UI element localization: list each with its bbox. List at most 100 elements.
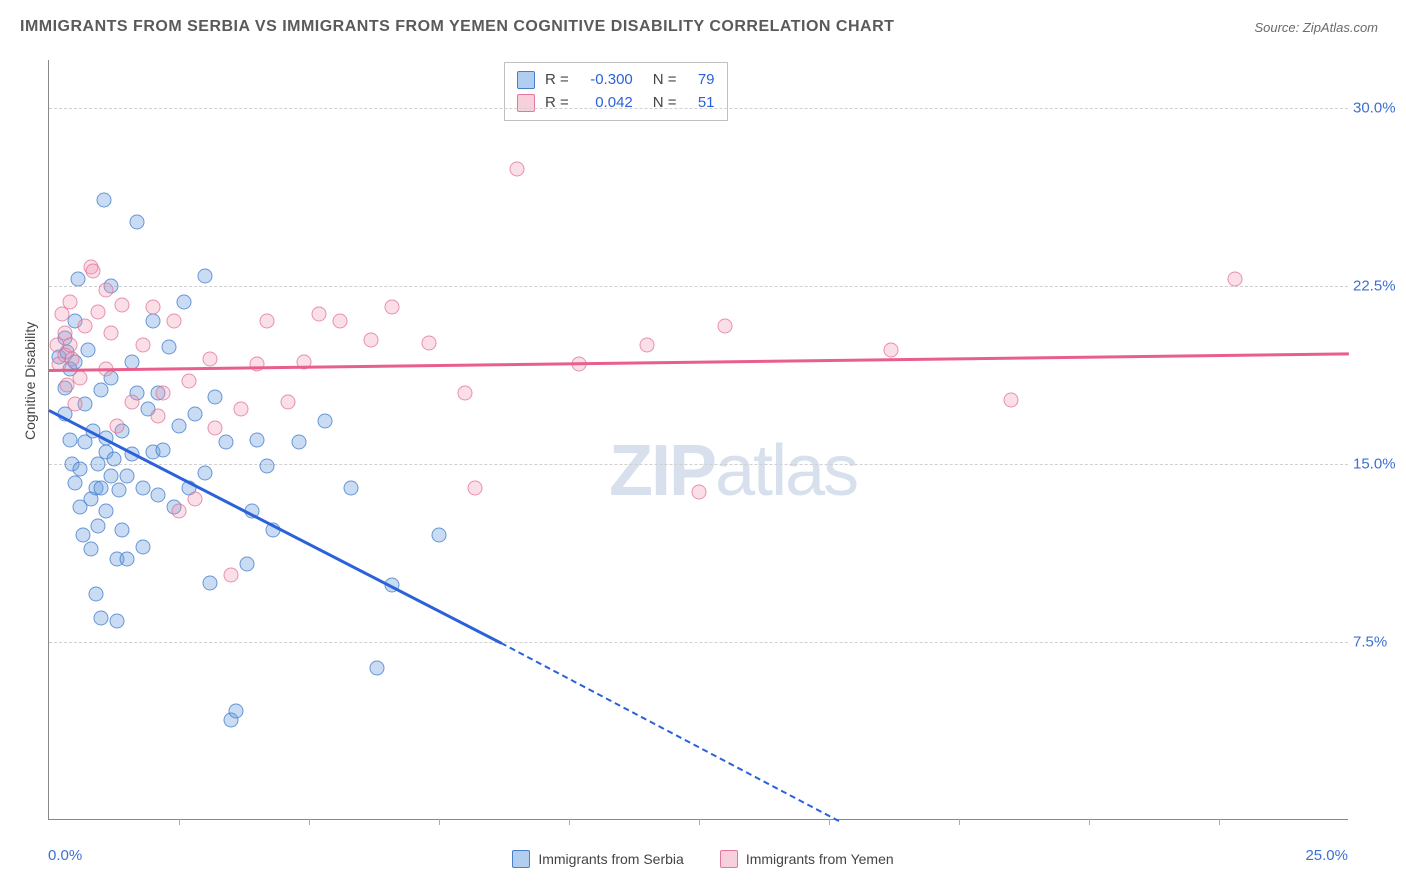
data-point-yemen bbox=[151, 409, 166, 424]
y-tick-label: 7.5% bbox=[1353, 633, 1406, 650]
data-point-serbia bbox=[81, 342, 96, 357]
data-point-serbia bbox=[260, 459, 275, 474]
data-point-serbia bbox=[99, 504, 114, 519]
x-tick-mark bbox=[699, 819, 700, 825]
data-point-yemen bbox=[510, 162, 525, 177]
y-tick-label: 15.0% bbox=[1353, 455, 1406, 472]
data-point-serbia bbox=[432, 528, 447, 543]
data-point-yemen bbox=[182, 373, 197, 388]
swatch-blue-icon bbox=[512, 850, 530, 868]
data-point-serbia bbox=[109, 613, 124, 628]
data-point-serbia bbox=[151, 487, 166, 502]
data-point-yemen bbox=[187, 492, 202, 507]
data-point-serbia bbox=[208, 390, 223, 405]
data-point-serbia bbox=[94, 611, 109, 626]
data-point-yemen bbox=[718, 319, 733, 334]
x-tick-mark bbox=[1089, 819, 1090, 825]
legend-label-yemen: Immigrants from Yemen bbox=[746, 851, 894, 867]
swatch-pink-icon bbox=[720, 850, 738, 868]
x-tick-mark bbox=[959, 819, 960, 825]
watermark: ZIPatlas bbox=[609, 430, 857, 512]
data-point-yemen bbox=[86, 264, 101, 279]
data-point-yemen bbox=[333, 314, 348, 329]
watermark-light: atlas bbox=[715, 431, 857, 511]
data-point-yemen bbox=[281, 395, 296, 410]
data-point-serbia bbox=[203, 575, 218, 590]
data-point-serbia bbox=[94, 383, 109, 398]
data-point-yemen bbox=[250, 357, 265, 372]
data-point-yemen bbox=[385, 300, 400, 315]
stats-legend: R = -0.300 N = 79 R = 0.042 N = 51 bbox=[504, 62, 728, 121]
x-tick-mark bbox=[309, 819, 310, 825]
legend-item-yemen: Immigrants from Yemen bbox=[720, 850, 894, 868]
x-tick-mark bbox=[569, 819, 570, 825]
bottom-legend: Immigrants from Serbia Immigrants from Y… bbox=[0, 850, 1406, 868]
data-point-yemen bbox=[135, 338, 150, 353]
gridline-h bbox=[49, 108, 1348, 109]
data-point-yemen bbox=[62, 338, 77, 353]
swatch-blue-icon bbox=[517, 71, 535, 89]
data-point-serbia bbox=[161, 340, 176, 355]
chart-title: IMMIGRANTS FROM SERBIA VS IMMIGRANTS FRO… bbox=[20, 18, 894, 36]
trend-line bbox=[49, 352, 1349, 371]
data-point-serbia bbox=[198, 269, 213, 284]
data-point-serbia bbox=[135, 539, 150, 554]
data-point-yemen bbox=[1227, 271, 1242, 286]
gridline-h bbox=[49, 642, 1348, 643]
legend-label-serbia: Immigrants from Serbia bbox=[538, 851, 683, 867]
trend-line bbox=[501, 642, 840, 822]
x-tick-mark bbox=[829, 819, 830, 825]
data-point-serbia bbox=[96, 193, 111, 208]
data-point-serbia bbox=[198, 466, 213, 481]
data-point-yemen bbox=[203, 352, 218, 367]
data-point-yemen bbox=[458, 385, 473, 400]
data-point-yemen bbox=[421, 335, 436, 350]
data-point-serbia bbox=[83, 542, 98, 557]
data-point-yemen bbox=[78, 319, 93, 334]
data-point-yemen bbox=[99, 283, 114, 298]
data-point-yemen bbox=[109, 418, 124, 433]
data-point-serbia bbox=[239, 556, 254, 571]
data-point-serbia bbox=[91, 518, 106, 533]
n-label: N = bbox=[653, 69, 677, 92]
stats-row-yemen: R = 0.042 N = 51 bbox=[517, 92, 715, 115]
data-point-yemen bbox=[73, 371, 88, 386]
data-point-yemen bbox=[260, 314, 275, 329]
x-tick-mark bbox=[439, 819, 440, 825]
data-point-serbia bbox=[104, 468, 119, 483]
data-point-yemen bbox=[91, 304, 106, 319]
serbia-r-value: -0.300 bbox=[579, 69, 633, 92]
data-point-yemen bbox=[114, 297, 129, 312]
data-point-serbia bbox=[62, 433, 77, 448]
yemen-r-value: 0.042 bbox=[579, 92, 633, 115]
n-label: N = bbox=[653, 92, 677, 115]
data-point-yemen bbox=[125, 395, 140, 410]
data-point-serbia bbox=[114, 523, 129, 538]
stats-row-serbia: R = -0.300 N = 79 bbox=[517, 69, 715, 92]
data-point-serbia bbox=[229, 703, 244, 718]
data-point-yemen bbox=[234, 402, 249, 417]
data-point-serbia bbox=[187, 406, 202, 421]
data-point-serbia bbox=[250, 433, 265, 448]
y-tick-label: 30.0% bbox=[1353, 99, 1406, 116]
data-point-serbia bbox=[172, 418, 187, 433]
data-point-serbia bbox=[218, 435, 233, 450]
gridline-h bbox=[49, 286, 1348, 287]
data-point-serbia bbox=[291, 435, 306, 450]
data-point-yemen bbox=[692, 485, 707, 500]
data-point-serbia bbox=[68, 475, 83, 490]
data-point-serbia bbox=[369, 661, 384, 676]
data-point-yemen bbox=[68, 397, 83, 412]
data-point-yemen bbox=[884, 342, 899, 357]
y-tick-label: 22.5% bbox=[1353, 277, 1406, 294]
data-point-serbia bbox=[75, 528, 90, 543]
data-point-yemen bbox=[166, 314, 181, 329]
data-point-serbia bbox=[130, 214, 145, 229]
data-point-serbia bbox=[177, 295, 192, 310]
data-point-serbia bbox=[120, 551, 135, 566]
r-label: R = bbox=[545, 92, 569, 115]
data-point-yemen bbox=[104, 326, 119, 341]
data-point-serbia bbox=[107, 452, 122, 467]
data-point-serbia bbox=[70, 271, 85, 286]
yemen-n-value: 51 bbox=[687, 92, 715, 115]
